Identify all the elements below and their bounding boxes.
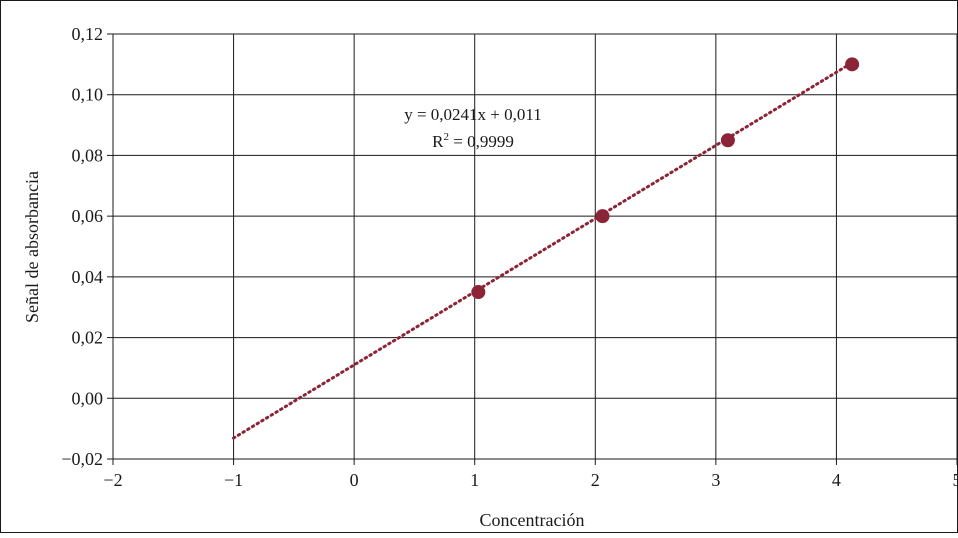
x-tick-label: 2 (591, 470, 600, 490)
r-squared-prefix: R (432, 132, 444, 151)
x-tick-label: 0 (350, 470, 359, 490)
y-tick-label: 0,06 (72, 206, 104, 226)
y-tick-label: 0,02 (72, 328, 104, 348)
regression-equation: y = 0,0241x + 0,011 (404, 105, 542, 124)
data-point (471, 285, 485, 299)
x-axis-label: Concentración (480, 510, 585, 530)
x-tick-label: 5 (953, 470, 958, 490)
data-point (721, 133, 735, 147)
x-tick-label: −1 (224, 470, 243, 490)
y-tick-label: 0,00 (72, 388, 104, 408)
y-tick-label: 0,10 (72, 85, 104, 105)
x-tick-label: 3 (711, 470, 720, 490)
y-axis-label: Señal de absorbancia (22, 171, 42, 323)
x-tick-label: 1 (470, 470, 479, 490)
data-point (596, 209, 610, 223)
y-tick-label: 0,04 (72, 267, 104, 287)
y-tick-label: −0,02 (61, 449, 103, 469)
data-point (845, 57, 859, 71)
y-tick-label: 0,08 (72, 145, 104, 165)
y-tick-label: 0,12 (72, 24, 104, 44)
x-tick-label: 4 (832, 470, 841, 490)
r-squared-value: = 0,9999 (449, 132, 514, 151)
x-tick-label: −2 (103, 470, 122, 490)
